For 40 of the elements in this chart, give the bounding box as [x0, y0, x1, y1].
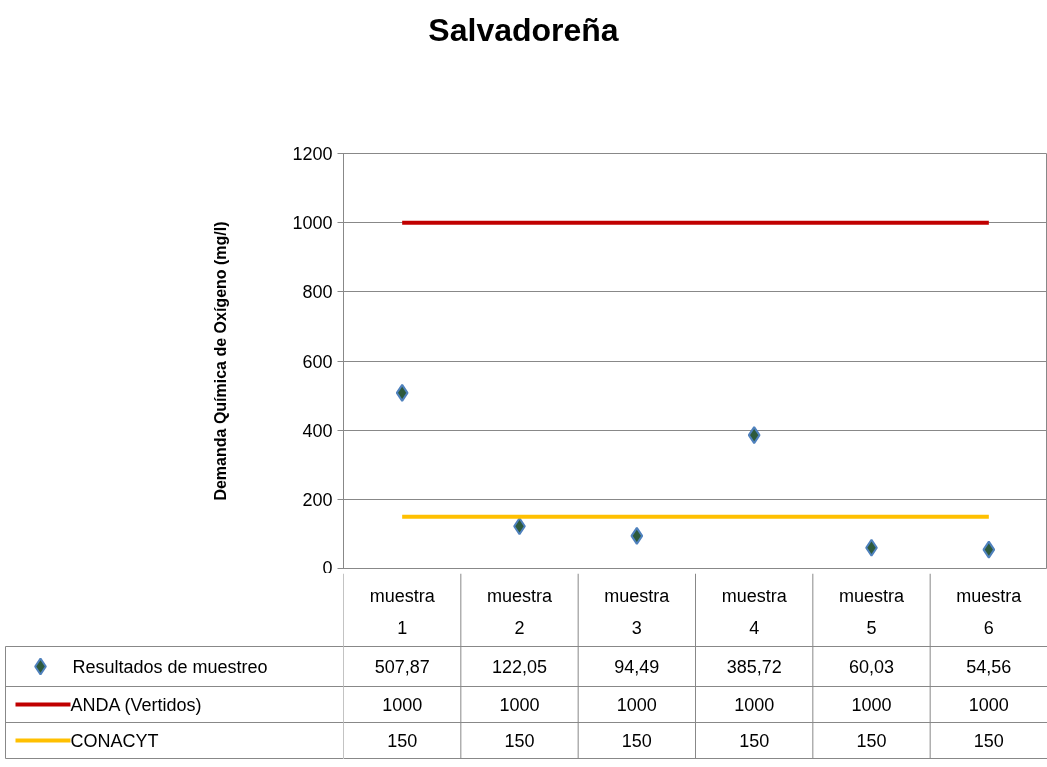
y-tick-label: 800 — [302, 282, 333, 303]
category-label: muestra 4 — [721, 585, 787, 638]
data-label: 150 — [739, 731, 770, 751]
data-label: 60,03 — [848, 657, 895, 677]
category-label: muestra 1 — [369, 585, 435, 638]
data-label: 150 — [504, 731, 535, 751]
y-tick-label: 600 — [302, 351, 333, 372]
data-label: 1000 — [499, 695, 540, 715]
data-label: 1000 — [382, 695, 423, 715]
data-label: 1000 — [616, 695, 657, 715]
data-label: 385,72 — [726, 657, 782, 677]
data-label: 94,49 — [614, 657, 660, 677]
data-label: 1000 — [734, 695, 775, 715]
category-label: muestra 2 — [486, 585, 553, 638]
data-label: 150 — [973, 731, 1004, 751]
y-tick-label: 1000 — [292, 213, 333, 234]
data-label: 54,56 — [966, 657, 1012, 677]
legend-label: ANDA (Vertidos) — [70, 694, 202, 715]
category-label: muestra 3 — [604, 585, 670, 638]
data-label: 1000 — [968, 695, 1009, 715]
point — [630, 526, 644, 545]
category-label: muestra 5 — [838, 585, 905, 638]
data-label: 507,87 — [374, 657, 430, 677]
point — [747, 426, 761, 445]
chart-title: Salvadoreña — [428, 11, 619, 50]
data-label: 122,05 — [491, 657, 548, 677]
y-tick-label: 1200 — [292, 144, 333, 164]
y-axis-title: Demanda Química de Oxígeno (mg/l) — [212, 221, 230, 501]
point — [395, 383, 409, 402]
data-label: 1000 — [851, 695, 892, 715]
y-tick-label: 0 — [322, 557, 333, 578]
y-tick-label: 200 — [302, 489, 333, 510]
data-label: 150 — [621, 731, 652, 751]
y-tick-label: 400 — [302, 420, 333, 441]
legend-label: CONACYT — [70, 730, 159, 751]
legend-label: Resultados de muestreo — [72, 656, 268, 677]
data-label: 150 — [387, 731, 418, 751]
data-label: 150 — [856, 731, 887, 751]
point — [982, 540, 996, 559]
category-label: muestra 6 — [956, 585, 1022, 638]
